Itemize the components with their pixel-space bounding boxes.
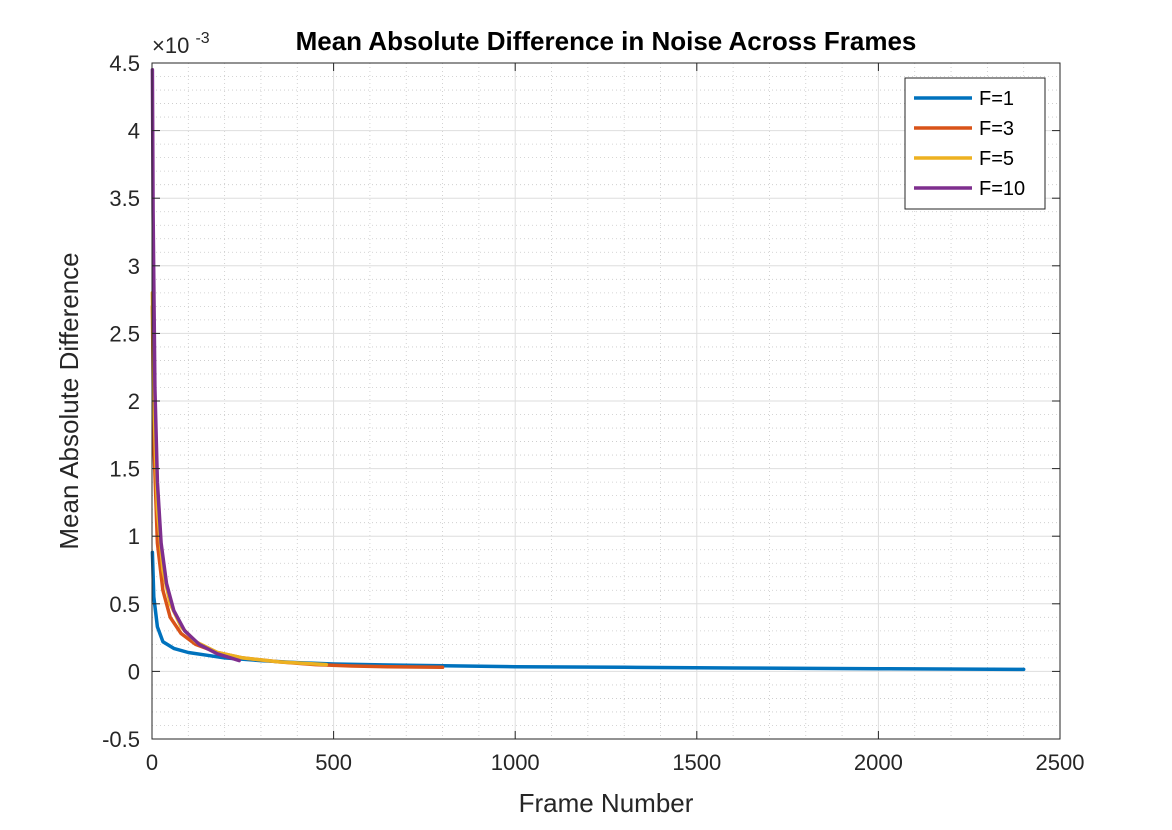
chart-title: Mean Absolute Difference in Noise Across… — [296, 26, 917, 56]
y-tick-label: 3.5 — [109, 186, 140, 211]
y-exponent-power: -3 — [195, 30, 209, 47]
x-tick-label: 1500 — [672, 750, 721, 775]
x-tick-label: 1000 — [491, 750, 540, 775]
y-tick-label: -0.5 — [102, 727, 140, 752]
series-line-f-10 — [150, 68, 241, 663]
y-tick-label: 2.5 — [109, 321, 140, 346]
x-tick-label: 0 — [146, 750, 158, 775]
x-axis-title: Frame Number — [519, 788, 694, 818]
y-tick-labels: -0.5 0 0.5 1 1.5 2 2.5 3 3.5 4 4.5 — [102, 51, 140, 752]
y-tick-label: 4.5 — [109, 51, 140, 76]
axis-ticks — [151, 62, 1061, 740]
y-tick-label: 1 — [128, 524, 140, 549]
legend-label-f-3: F=3 — [979, 118, 1014, 140]
y-tick-label: 4 — [128, 119, 140, 144]
y-tick-label: 3 — [128, 254, 140, 279]
y-axis-title: Mean Absolute Difference — [54, 252, 84, 549]
x-tick-labels: 0 500 1000 1500 2000 2500 — [146, 750, 1085, 775]
y-tick-label: 0.5 — [109, 592, 140, 617]
y-exponent-base: ×10 — [152, 33, 189, 58]
legend-label-f-5: F=5 — [979, 148, 1014, 170]
x-tick-label: 500 — [315, 750, 352, 775]
x-tick-label: 2500 — [1036, 750, 1085, 775]
x-tick-label: 2000 — [854, 750, 903, 775]
y-tick-label: 2 — [128, 389, 140, 414]
y-tick-label: 0 — [128, 659, 140, 684]
legend: F=1 F=3 F=5 F=10 — [904, 77, 1046, 210]
y-tick-label: 1.5 — [109, 457, 140, 482]
legend-label-f-1: F=1 — [979, 88, 1014, 110]
legend-label-f-10: F=10 — [979, 178, 1025, 200]
series-layer — [150, 68, 1026, 672]
y-exponent-label: ×10 -3 — [152, 30, 210, 58]
